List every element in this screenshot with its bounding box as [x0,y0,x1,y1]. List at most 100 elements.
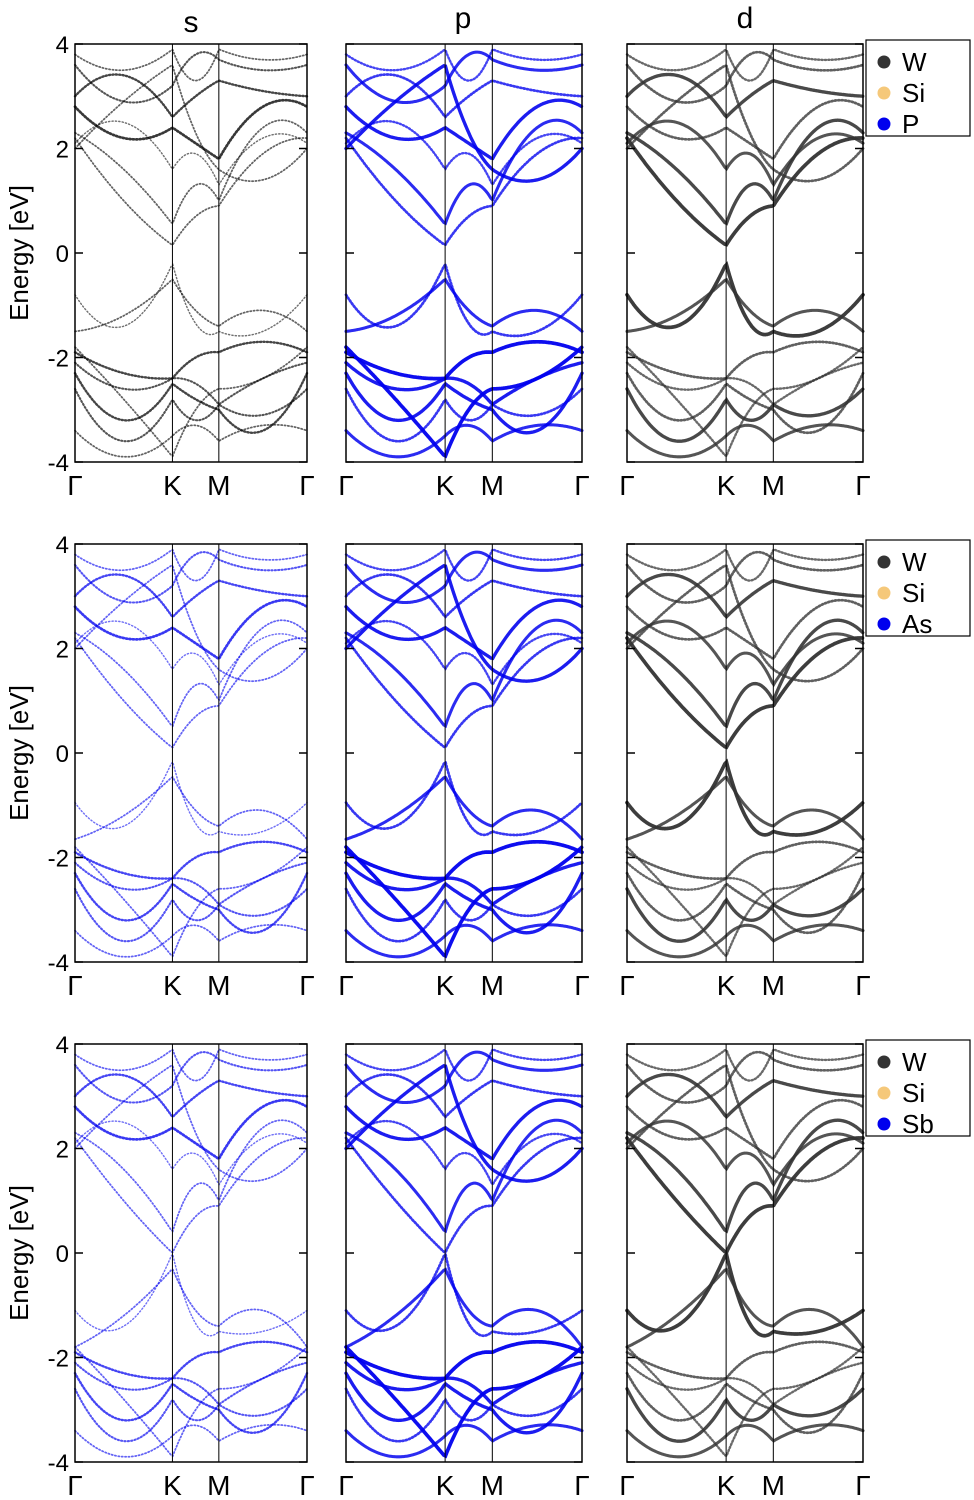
x-tick-label: M [481,470,504,501]
band-10 [625,1118,865,1234]
y-tick-label: 2 [56,137,69,164]
band-1 [74,263,308,337]
band-8 [344,845,584,959]
x-tick-label: Γ [619,1470,634,1500]
band-8 [74,346,308,458]
band-16 [344,1047,584,1082]
band-16 [74,548,308,582]
band-13 [625,1072,865,1120]
legend-marker [877,1055,891,1069]
x-tick-label: M [762,470,785,501]
legend-marker [877,1117,891,1131]
band-2 [625,775,865,841]
panel-s-row-3: 420-2-4Γ K M Γ [48,1032,315,1500]
band-3 [73,1340,309,1380]
band-1 [74,760,308,836]
band-2 [74,1268,308,1348]
y-tick-label: 4 [56,532,69,559]
x-tick-label: Γ [574,470,589,501]
band-15 [344,564,584,683]
band-9 [625,636,865,750]
panel-frame [345,43,583,463]
band-13 [73,1073,309,1119]
band-3 [625,840,865,880]
x-tick-label: M [207,1470,230,1500]
y-tick-label: -2 [48,1346,69,1373]
band-12 [625,98,865,160]
y-axis-label: Energy [eV] [4,685,34,821]
band-15 [625,64,865,183]
band-1 [74,1252,308,1337]
band-15 [74,1064,308,1183]
panel-frame [74,43,308,463]
band-6 [625,887,865,943]
band-3 [344,339,584,381]
band-8 [74,1346,308,1458]
band-10 [344,118,584,226]
x-tick-label: M [207,970,230,1001]
band-13 [344,73,584,119]
band-9 [74,637,308,749]
band-14 [625,550,865,604]
band-14 [73,51,309,104]
legend-entry: Sb [902,1109,934,1139]
band-11 [625,1119,865,1188]
y-tick-label: -4 [48,1450,69,1477]
legend-marker [877,117,891,131]
band-16 [625,47,865,82]
band-14 [73,1051,309,1104]
column-title-d: d [737,2,754,35]
y-tick-label: 0 [56,1241,69,1268]
x-tick-label: Γ [67,970,82,1001]
x-tick-label: K [717,1470,736,1500]
band-16 [74,1048,308,1082]
band-7 [625,923,865,959]
band-6 [73,387,309,443]
band-10 [74,1119,308,1233]
column-titles: s p d [184,2,754,39]
band-5 [625,371,865,435]
y-tick-label: -2 [48,346,69,373]
band-12 [344,598,584,661]
band-9 [74,137,308,246]
band-10 [74,619,308,728]
band-5 [344,871,584,935]
panel-frame [74,1043,308,1463]
band-3 [344,839,584,881]
x-tick-label: Γ [338,470,353,501]
legend-marker [877,1086,891,1100]
band-2 [625,277,865,333]
y-tick-label: -2 [48,846,69,873]
x-tick-label: Γ [574,1470,589,1500]
legend-entry: P [902,109,919,139]
x-tick-label: Γ [855,1470,870,1500]
band-16 [344,547,584,582]
panel-frame [626,1043,864,1463]
panel-s-row-2: 420-2-4Γ K M Γ [48,532,315,1001]
y-tick-label: 0 [56,241,69,268]
band-8 [344,345,584,459]
band-11 [344,119,584,187]
band-7 [625,423,865,459]
band-13 [344,573,584,619]
legend-marker [877,86,891,100]
legend-marker [877,55,891,69]
band-15 [344,1064,584,1183]
legend-marker [877,617,891,631]
band-1 [344,262,584,338]
band-10 [74,119,308,225]
band-7 [344,1423,584,1459]
legend-marker [877,555,891,569]
band-15 [625,1064,865,1183]
band-11 [344,619,584,687]
band-1 [625,1250,865,1338]
legend-entry: Si [902,78,925,108]
band-6 [625,1387,865,1443]
panel-frame [626,43,864,463]
